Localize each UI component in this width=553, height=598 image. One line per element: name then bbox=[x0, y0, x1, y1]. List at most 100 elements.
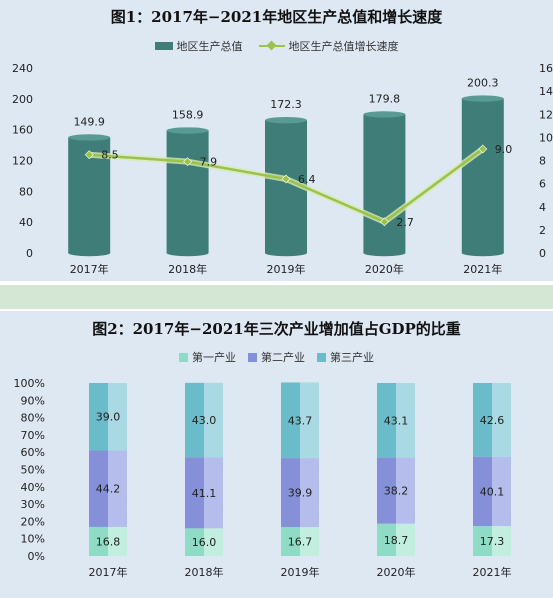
growth-point bbox=[478, 144, 488, 154]
segment-value-label: 17.3 bbox=[480, 535, 505, 548]
stack-segment bbox=[377, 383, 396, 458]
bar-base bbox=[363, 249, 406, 257]
x-tick-label: 2019年 bbox=[267, 262, 306, 276]
bar-cap bbox=[363, 111, 406, 118]
stack-segment-shade bbox=[396, 457, 415, 524]
y2-tick-label: 6 bbox=[539, 178, 546, 191]
legend-item-tertiary: 第三产业 bbox=[317, 349, 374, 365]
segment-value-label: 38.2 bbox=[384, 485, 409, 498]
legend-item-primary: 第一产业 bbox=[179, 349, 236, 365]
y-tick-label: 60% bbox=[21, 446, 45, 459]
bar-cap bbox=[166, 127, 209, 134]
stack-segment-shade bbox=[300, 458, 319, 528]
segment-value-label: 43.0 bbox=[192, 414, 217, 427]
stack-segment-shade bbox=[396, 383, 415, 458]
bar-cap bbox=[265, 116, 307, 124]
y2-tick-label: 4 bbox=[539, 201, 546, 214]
bar-cap bbox=[68, 134, 111, 141]
segment-value-label: 42.6 bbox=[480, 414, 505, 427]
legend-item-gdp: 地区生产总值 bbox=[154, 38, 243, 54]
y-tick-label: 10% bbox=[21, 533, 45, 546]
legend-swatch-primary bbox=[179, 352, 188, 362]
bar-base bbox=[166, 249, 209, 257]
bar-value-label: 172.3 bbox=[270, 98, 302, 111]
stack-segment-shade bbox=[492, 383, 511, 457]
segment-value-label: 40.1 bbox=[480, 485, 505, 498]
chart1-legend: 地区生产总值 地区生产总值增长速度 bbox=[0, 38, 553, 54]
y-tick-label: 200 bbox=[12, 93, 33, 106]
growth-point bbox=[183, 157, 193, 167]
stack-segment bbox=[473, 456, 492, 527]
stack-segment-shade bbox=[204, 382, 223, 458]
bar bbox=[363, 114, 406, 253]
chart2-legend: 第一产业 第二产业 第三产业 bbox=[0, 349, 553, 365]
y-tick-label: 0 bbox=[26, 247, 33, 260]
stack-segment bbox=[185, 528, 204, 556]
segment-value-label: 44.2 bbox=[96, 483, 121, 496]
stack-segment-shade bbox=[492, 456, 511, 527]
x-tick-label: 2017年 bbox=[70, 262, 109, 276]
stack-segment bbox=[185, 382, 204, 458]
stack-segment-shade bbox=[300, 382, 319, 459]
bar-base bbox=[265, 249, 307, 257]
x-tick-label: 2020年 bbox=[377, 565, 416, 579]
stack-segment bbox=[89, 450, 108, 527]
y2-tick-label: 0 bbox=[539, 247, 546, 260]
bar bbox=[166, 130, 209, 253]
growth-value-label: 9.0 bbox=[495, 143, 513, 156]
stack-segment bbox=[89, 526, 108, 556]
segment-value-label: 16.7 bbox=[288, 536, 313, 549]
y-tick-label: 40 bbox=[19, 216, 33, 229]
legend-label-gdp: 地区生产总值 bbox=[176, 40, 243, 53]
x-tick-label: 2018年 bbox=[185, 565, 224, 579]
chart1-title: 图1：2017年−2021年地区生产总值和增长速度 bbox=[110, 8, 443, 26]
growth-value-label: 7.9 bbox=[200, 156, 218, 169]
y2-tick-label: 16 bbox=[539, 62, 553, 75]
segment-value-label: 18.7 bbox=[384, 534, 409, 547]
stack-segment-shade bbox=[204, 528, 223, 556]
stack-segment bbox=[281, 458, 300, 528]
bar-base bbox=[68, 249, 111, 257]
stack-segment bbox=[377, 523, 396, 556]
bar-base bbox=[461, 249, 504, 257]
x-tick-label: 2017年 bbox=[89, 565, 128, 579]
bar-value-label: 179.8 bbox=[369, 92, 401, 105]
growth-point bbox=[281, 174, 291, 184]
y2-tick-label: 10 bbox=[539, 131, 553, 144]
separator-band bbox=[0, 285, 553, 309]
x-tick-label: 2019年 bbox=[281, 565, 320, 579]
segment-value-label: 39.0 bbox=[96, 411, 121, 424]
y-tick-label: 160 bbox=[12, 124, 33, 137]
bar-value-label: 158.9 bbox=[172, 109, 204, 122]
stack-segment-shade bbox=[108, 383, 127, 451]
x-tick-label: 2018年 bbox=[168, 262, 207, 276]
segment-value-label: 16.0 bbox=[192, 536, 217, 549]
segment-value-label: 43.7 bbox=[288, 414, 313, 427]
bar-cap bbox=[461, 95, 504, 102]
stack-segment bbox=[473, 383, 492, 457]
y-tick-label: 80 bbox=[19, 185, 33, 198]
stack-segment-shade bbox=[108, 450, 127, 527]
y2-tick-label: 12 bbox=[539, 108, 553, 121]
stack-segment bbox=[473, 526, 492, 556]
growth-value-label: 6.4 bbox=[298, 173, 316, 186]
y-tick-label: 120 bbox=[12, 155, 33, 168]
bar bbox=[461, 98, 504, 253]
legend-label-primary: 第一产业 bbox=[192, 351, 236, 364]
stack-segment-shade bbox=[204, 457, 223, 529]
growth-point bbox=[84, 150, 94, 160]
stack-segment-shade bbox=[492, 526, 511, 556]
legend-item-secondary: 第二产业 bbox=[248, 349, 305, 365]
legend-item-growth: 地区生产总值增长速度 bbox=[258, 38, 399, 54]
y-tick-label: 90% bbox=[21, 394, 45, 407]
y-tick-label: 20% bbox=[21, 515, 45, 528]
y-tick-label: 240 bbox=[12, 62, 33, 75]
y-tick-label: 70% bbox=[21, 429, 45, 442]
stack-segment-shade bbox=[108, 526, 127, 556]
legend-label-growth: 地区生产总值增长速度 bbox=[288, 40, 399, 53]
growth-point bbox=[379, 217, 389, 227]
stack-segment-shade bbox=[300, 527, 319, 556]
segment-value-label: 41.1 bbox=[192, 487, 217, 500]
stack-segment bbox=[377, 457, 396, 524]
